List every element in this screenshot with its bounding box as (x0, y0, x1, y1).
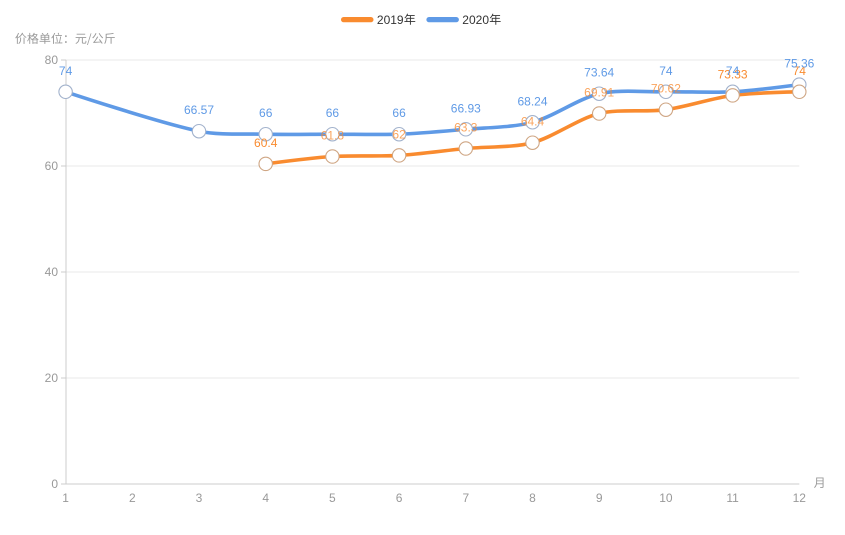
svg-text:20: 20 (45, 371, 59, 385)
svg-text:10: 10 (659, 491, 673, 505)
svg-text:75.36: 75.36 (784, 57, 814, 71)
svg-text:80: 80 (45, 53, 59, 67)
svg-text:6: 6 (396, 491, 403, 505)
svg-text:73.33: 73.33 (718, 67, 748, 81)
svg-text:9: 9 (596, 491, 603, 505)
svg-text:63.3: 63.3 (454, 121, 478, 135)
svg-text:66: 66 (392, 106, 406, 120)
svg-text:0: 0 (51, 477, 58, 491)
svg-text:68.24: 68.24 (517, 94, 547, 108)
svg-text:64.4: 64.4 (521, 115, 545, 129)
svg-text:2: 2 (129, 491, 136, 505)
svg-text:70.62: 70.62 (651, 82, 681, 96)
svg-text:4: 4 (262, 491, 269, 505)
svg-text:12: 12 (793, 491, 807, 505)
svg-text:69.91: 69.91 (584, 86, 614, 100)
svg-text:60: 60 (45, 159, 59, 173)
svg-text:66: 66 (326, 106, 340, 120)
svg-text:74: 74 (59, 64, 73, 78)
svg-text:66.93: 66.93 (451, 101, 481, 115)
svg-text:60.4: 60.4 (254, 136, 278, 150)
svg-text:74: 74 (726, 64, 740, 78)
svg-text:74: 74 (793, 64, 807, 78)
svg-text:11: 11 (726, 491, 739, 505)
svg-text:66.57: 66.57 (184, 103, 214, 117)
svg-text:74: 74 (659, 64, 673, 78)
svg-text:2019: 2019 (377, 13, 404, 27)
svg-text:8: 8 (529, 491, 536, 505)
svg-text:61.8: 61.8 (321, 129, 345, 143)
svg-text:1: 1 (62, 491, 69, 505)
svg-text:73.64: 73.64 (584, 66, 614, 80)
svg-text:5: 5 (329, 491, 336, 505)
svg-text:40: 40 (45, 265, 59, 279)
svg-text:7: 7 (462, 491, 469, 505)
svg-text:66: 66 (259, 106, 273, 120)
svg-text:62: 62 (392, 127, 406, 141)
svg-text:2020: 2020 (462, 13, 489, 27)
svg-text:3: 3 (196, 491, 203, 505)
